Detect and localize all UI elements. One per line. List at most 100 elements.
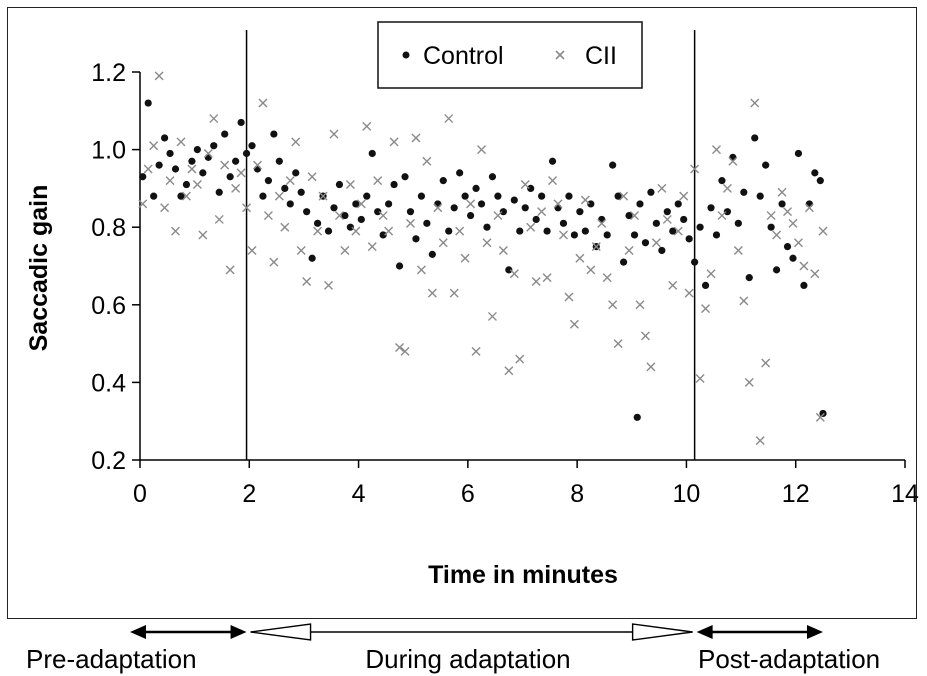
control-point xyxy=(330,204,338,212)
cii-point-stroke xyxy=(351,226,361,236)
cii-point xyxy=(242,203,252,213)
legend-label-cii: CII xyxy=(585,42,617,70)
control-point xyxy=(428,250,436,258)
cii-point-stroke xyxy=(225,265,235,275)
cii-point-stroke xyxy=(706,269,716,279)
cii-point-stroke xyxy=(345,180,355,190)
cii-point-stroke xyxy=(815,412,825,422)
x-tick-label: 6 xyxy=(461,480,475,508)
control-point xyxy=(483,223,491,231)
cii-point-stroke xyxy=(793,238,803,248)
cii-point xyxy=(302,277,312,287)
cii-point xyxy=(345,180,355,190)
cii-point xyxy=(209,114,219,124)
control-point xyxy=(505,266,513,274)
x-axis-title: Time in minutes xyxy=(428,561,618,589)
control-point xyxy=(286,200,294,208)
cii-point xyxy=(679,191,689,201)
post-adaptation-arrow-head-left xyxy=(696,625,713,639)
cii-point-stroke xyxy=(154,71,164,81)
during-adaptation-arrow xyxy=(250,623,693,641)
control-point xyxy=(718,177,726,185)
cii-point xyxy=(187,164,197,174)
cii-point-stroke xyxy=(619,191,629,201)
control-point xyxy=(614,192,622,200)
control-point xyxy=(800,281,808,289)
y-axis-title: Saccadic gain xyxy=(25,185,53,352)
cii-point-stroke xyxy=(624,245,634,255)
cii-point-stroke xyxy=(334,211,344,221)
cii-point xyxy=(586,265,596,275)
cii-point xyxy=(400,346,410,356)
x-tick-label: 10 xyxy=(673,480,701,508)
control-point xyxy=(445,227,453,235)
control-point xyxy=(248,142,256,150)
cii-point xyxy=(318,191,328,201)
cii-point xyxy=(356,199,366,209)
cii-point xyxy=(673,226,683,236)
control-point xyxy=(740,188,748,196)
control-point xyxy=(303,208,311,216)
cii-point-stroke xyxy=(209,114,219,124)
cii-point-stroke xyxy=(263,211,273,221)
cii-point-stroke xyxy=(755,436,765,446)
cii-point xyxy=(646,362,656,372)
cii-point-stroke xyxy=(602,273,612,283)
cii-point xyxy=(198,230,208,240)
control-point xyxy=(538,192,546,200)
control-point xyxy=(150,192,158,200)
cii-point xyxy=(815,412,825,422)
cii-point-stroke xyxy=(460,253,470,263)
cii-point xyxy=(701,304,711,314)
control-point xyxy=(199,169,207,177)
cii-point-stroke xyxy=(171,226,181,236)
control-point xyxy=(811,169,819,177)
y-tick-label: 1.0 xyxy=(91,137,126,165)
cii-point-stroke xyxy=(493,211,503,221)
control-point xyxy=(630,231,639,239)
cii-point xyxy=(761,358,771,368)
cii-point xyxy=(482,238,492,248)
control-point xyxy=(772,266,781,274)
control-point xyxy=(751,134,759,142)
cii-point-stroke xyxy=(356,199,366,209)
cii-point-stroke xyxy=(296,245,306,255)
cii-point xyxy=(766,211,776,221)
cii-point-stroke xyxy=(548,176,558,186)
cii-point-stroke xyxy=(799,261,809,271)
cii-point-stroke xyxy=(411,133,421,143)
cii-point-stroke xyxy=(613,339,623,349)
cii-point-stroke xyxy=(526,222,536,232)
cii-point xyxy=(351,226,361,236)
control-point xyxy=(242,149,251,158)
cii-point-stroke xyxy=(258,98,268,108)
cii-point-stroke xyxy=(422,156,432,166)
cii-point-stroke xyxy=(630,211,640,221)
cii-point xyxy=(449,288,459,298)
control-point xyxy=(587,200,595,208)
cii-point-stroke xyxy=(373,176,383,186)
cii-point-stroke xyxy=(466,199,476,209)
cii-point xyxy=(460,253,470,263)
control-point xyxy=(352,200,360,208)
cii-point xyxy=(739,296,749,306)
control-point xyxy=(259,192,267,200)
control-point xyxy=(281,184,289,192)
cii-point xyxy=(651,238,661,248)
control-point xyxy=(816,177,824,185)
control-point xyxy=(297,188,305,196)
cii-point xyxy=(722,183,732,193)
cii-point-stroke xyxy=(192,180,202,190)
cii-point-stroke xyxy=(673,226,683,236)
cii-point-stroke xyxy=(558,230,568,240)
control-point xyxy=(494,192,502,200)
control-point xyxy=(160,134,169,142)
control-point xyxy=(439,177,447,185)
control-point xyxy=(226,173,234,181)
cii-point-stroke xyxy=(318,191,328,201)
control-point xyxy=(680,215,688,224)
cii-point xyxy=(793,238,803,248)
cii-point-stroke xyxy=(657,183,667,193)
cii-point xyxy=(389,137,399,147)
control-point xyxy=(406,208,415,216)
